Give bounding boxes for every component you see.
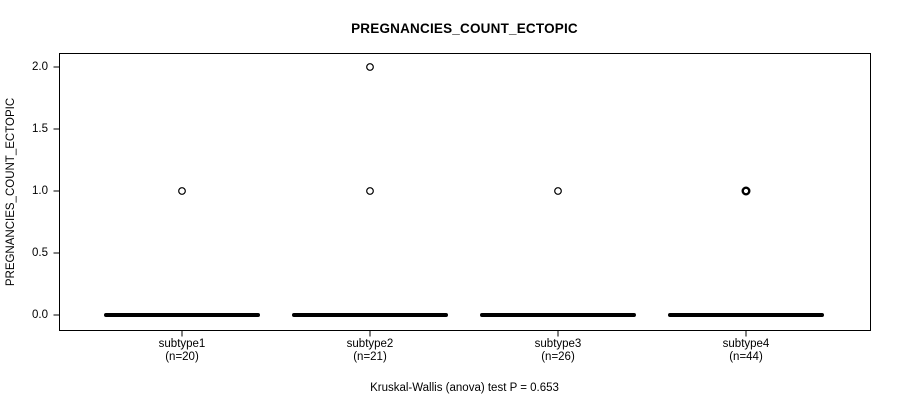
category-count: (n=44) (729, 351, 763, 363)
category-count: (n=20) (165, 351, 199, 363)
category-name: subtype3 (534, 338, 582, 350)
outlier-point (366, 187, 374, 195)
footer-annotation: Kruskal-Wallis (anova) test P = 0.653 (370, 382, 559, 394)
category-label: subtype4 (n=44) (686, 338, 806, 364)
category-label: subtype3 (n=26) (498, 338, 618, 364)
y-tick-label: 1.0 (32, 184, 48, 197)
y-tick-label: 2.0 (32, 60, 48, 73)
category-count: (n=21) (353, 351, 387, 363)
outlier-point (178, 187, 186, 195)
category-count: (n=26) (541, 351, 575, 363)
outlier-point (366, 63, 374, 71)
y-tick-label: 0.0 (32, 308, 48, 321)
chart-title: PREGNANCIES_COUNT_ECTOPIC (351, 21, 578, 36)
y-tick-label: 0.5 (32, 246, 48, 259)
plot-border (59, 53, 871, 331)
outlier-point (741, 186, 751, 196)
category-name: subtype2 (346, 338, 394, 350)
category-name: subtype4 (722, 338, 770, 350)
y-tick-label: 1.5 (32, 122, 48, 135)
outlier-point (554, 187, 562, 195)
category-label: subtype2 (n=21) (310, 338, 430, 364)
category-name: subtype1 (158, 338, 206, 350)
category-label: subtype1 (n=20) (122, 338, 242, 364)
